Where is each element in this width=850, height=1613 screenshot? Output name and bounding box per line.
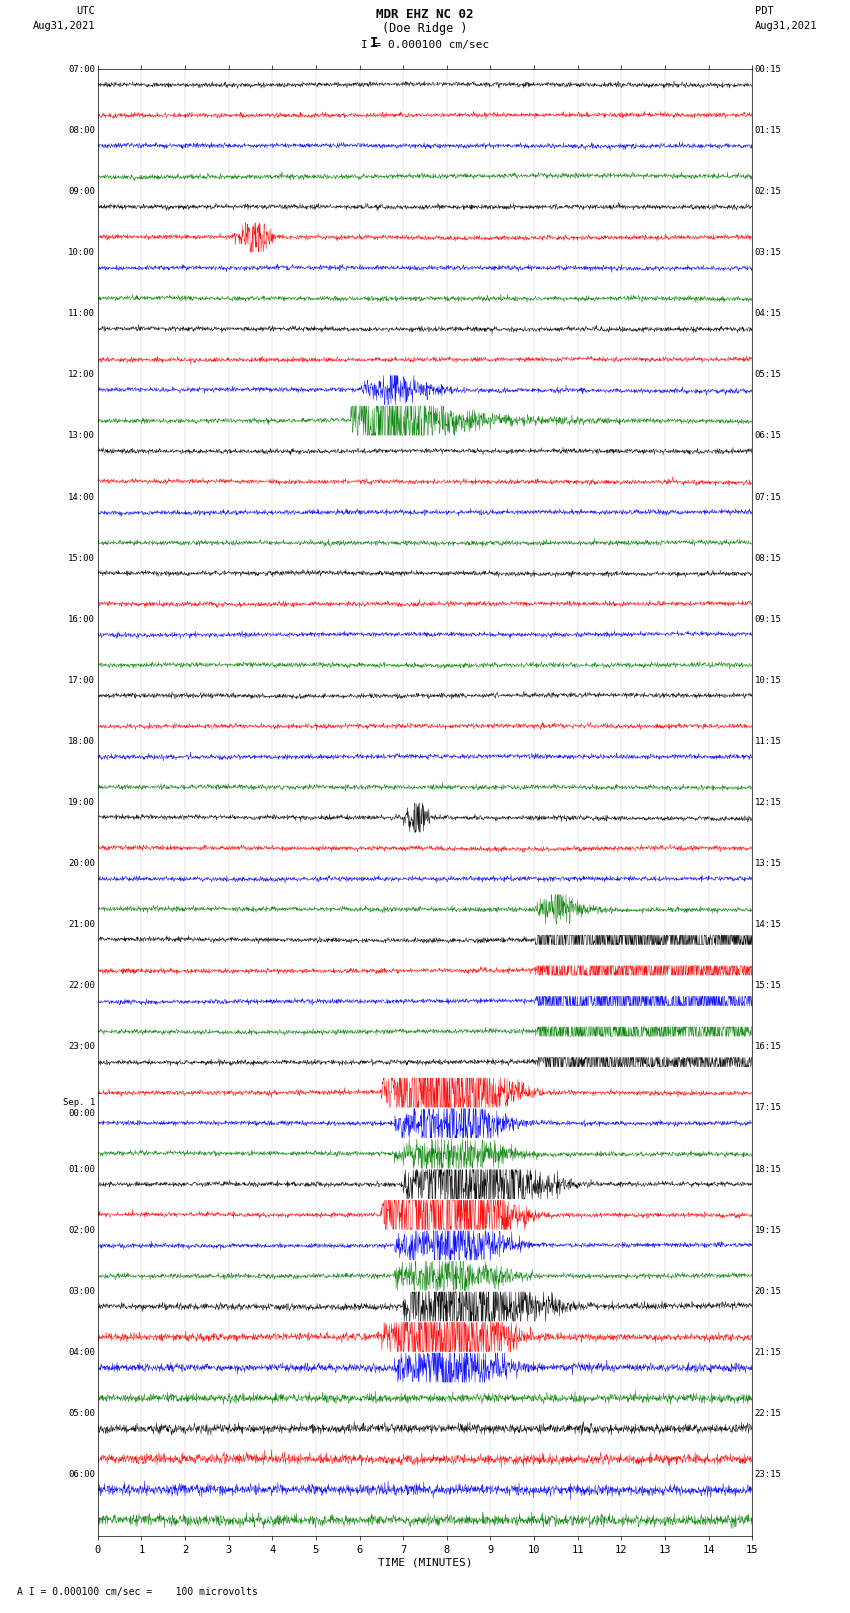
Text: 18:00: 18:00 xyxy=(68,737,95,745)
Text: 20:15: 20:15 xyxy=(755,1287,782,1295)
Text: (Doe Ridge ): (Doe Ridge ) xyxy=(382,23,468,35)
Text: MDR EHZ NC 02: MDR EHZ NC 02 xyxy=(377,8,473,21)
Text: 13:00: 13:00 xyxy=(68,431,95,440)
Text: 11:15: 11:15 xyxy=(755,737,782,745)
Text: 06:15: 06:15 xyxy=(755,431,782,440)
Text: A I = 0.000100 cm/sec =    100 microvolts: A I = 0.000100 cm/sec = 100 microvolts xyxy=(17,1587,258,1597)
Text: 21:15: 21:15 xyxy=(755,1348,782,1357)
Text: 12:15: 12:15 xyxy=(755,798,782,806)
Text: 15:00: 15:00 xyxy=(68,553,95,563)
Text: 23:15: 23:15 xyxy=(755,1469,782,1479)
Text: 08:00: 08:00 xyxy=(68,126,95,135)
Text: Aug31,2021: Aug31,2021 xyxy=(32,21,95,31)
Text: 22:00: 22:00 xyxy=(68,981,95,990)
Text: 03:15: 03:15 xyxy=(755,248,782,256)
Text: 19:00: 19:00 xyxy=(68,798,95,806)
Text: 03:00: 03:00 xyxy=(68,1287,95,1295)
Text: 14:15: 14:15 xyxy=(755,919,782,929)
Text: 02:00: 02:00 xyxy=(68,1226,95,1234)
Text: 01:00: 01:00 xyxy=(68,1165,95,1174)
Text: 13:15: 13:15 xyxy=(755,860,782,868)
Text: 18:15: 18:15 xyxy=(755,1165,782,1174)
Text: 07:15: 07:15 xyxy=(755,492,782,502)
Text: 17:15: 17:15 xyxy=(755,1103,782,1113)
Text: 16:15: 16:15 xyxy=(755,1042,782,1052)
Text: 05:00: 05:00 xyxy=(68,1408,95,1418)
Text: 23:00: 23:00 xyxy=(68,1042,95,1052)
Text: 19:15: 19:15 xyxy=(755,1226,782,1234)
Text: 10:00: 10:00 xyxy=(68,248,95,256)
Text: 00:15: 00:15 xyxy=(755,65,782,74)
Text: Sep. 1
00:00: Sep. 1 00:00 xyxy=(63,1098,95,1118)
Text: 01:15: 01:15 xyxy=(755,126,782,135)
Text: 10:15: 10:15 xyxy=(755,676,782,686)
Text: Aug31,2021: Aug31,2021 xyxy=(755,21,818,31)
Text: 08:15: 08:15 xyxy=(755,553,782,563)
Text: 20:00: 20:00 xyxy=(68,860,95,868)
Text: UTC: UTC xyxy=(76,6,95,16)
Text: I: I xyxy=(370,35,378,50)
Text: I = 0.000100 cm/sec: I = 0.000100 cm/sec xyxy=(361,40,489,50)
Text: 09:15: 09:15 xyxy=(755,615,782,624)
Text: 09:00: 09:00 xyxy=(68,187,95,197)
Text: 11:00: 11:00 xyxy=(68,310,95,318)
Text: 07:00: 07:00 xyxy=(68,65,95,74)
Text: 06:00: 06:00 xyxy=(68,1469,95,1479)
Text: 12:00: 12:00 xyxy=(68,371,95,379)
Text: 21:00: 21:00 xyxy=(68,919,95,929)
Text: 04:00: 04:00 xyxy=(68,1348,95,1357)
Text: 04:15: 04:15 xyxy=(755,310,782,318)
Text: 05:15: 05:15 xyxy=(755,371,782,379)
Text: 15:15: 15:15 xyxy=(755,981,782,990)
Text: 22:15: 22:15 xyxy=(755,1408,782,1418)
Text: 17:00: 17:00 xyxy=(68,676,95,686)
Text: PDT: PDT xyxy=(755,6,774,16)
X-axis label: TIME (MINUTES): TIME (MINUTES) xyxy=(377,1558,473,1568)
Text: 16:00: 16:00 xyxy=(68,615,95,624)
Text: 14:00: 14:00 xyxy=(68,492,95,502)
Text: 02:15: 02:15 xyxy=(755,187,782,197)
